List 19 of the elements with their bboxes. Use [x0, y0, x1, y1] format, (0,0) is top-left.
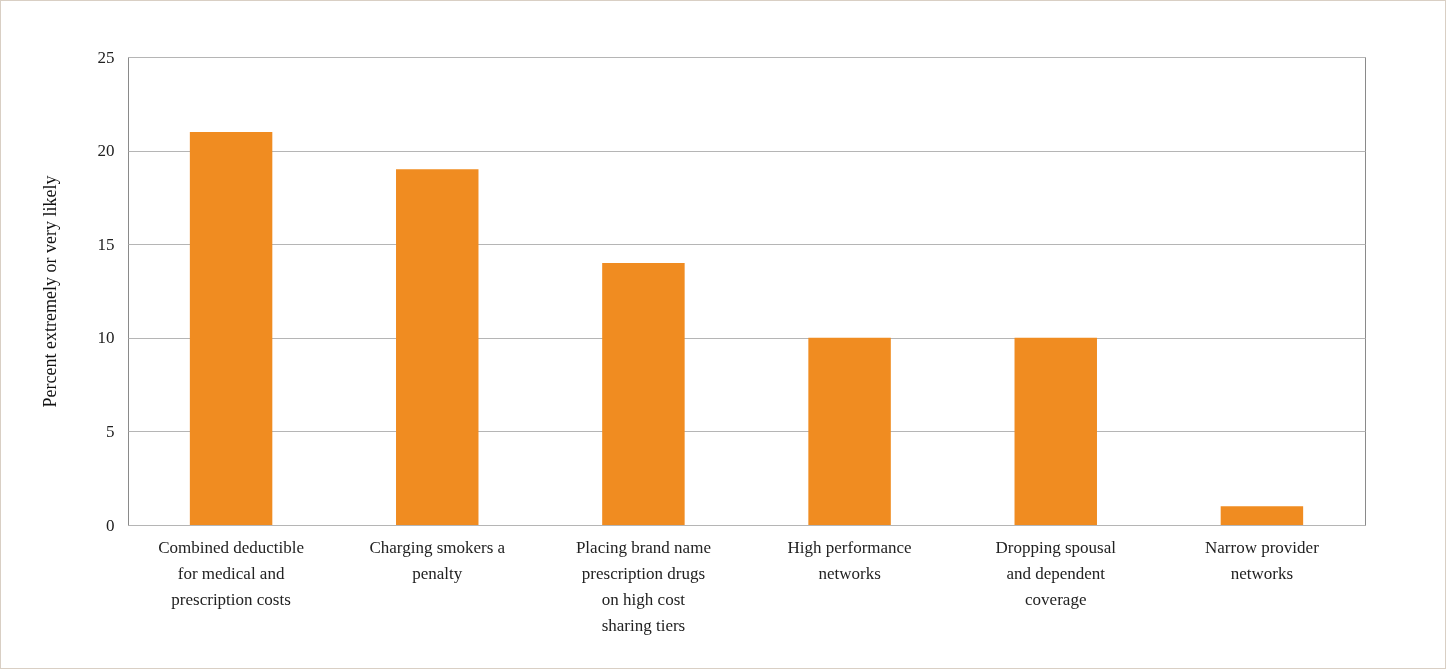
y-tick-label: 25 — [97, 47, 115, 67]
bar — [808, 337, 891, 525]
bar — [1220, 506, 1304, 525]
x-tick-label: Dropping spousal and dependent coverage — [995, 537, 1117, 609]
y-axis-title: Percent extremely or very likely — [39, 175, 60, 408]
y-tick-label: 15 — [97, 234, 115, 254]
bar — [1014, 337, 1097, 525]
y-tick-label: 5 — [106, 421, 115, 441]
bar — [396, 169, 479, 525]
y-tick-label: 0 — [106, 515, 115, 535]
x-tick-label: Narrow provider networks — [1205, 537, 1320, 583]
x-tick-label: Charging smokers a penalty — [369, 537, 506, 583]
x-tick-label: High performance networks — [787, 537, 912, 583]
y-tick-label: 20 — [97, 141, 115, 161]
x-tick-label: Combined deductible for medical and prescription costs — [158, 537, 305, 609]
y-tick-label: 10 — [97, 328, 115, 348]
x-tick-label: Placing brand name prescription drugs on high cost sharing tiers — [575, 537, 711, 635]
bar — [189, 131, 273, 525]
bar — [602, 262, 685, 525]
